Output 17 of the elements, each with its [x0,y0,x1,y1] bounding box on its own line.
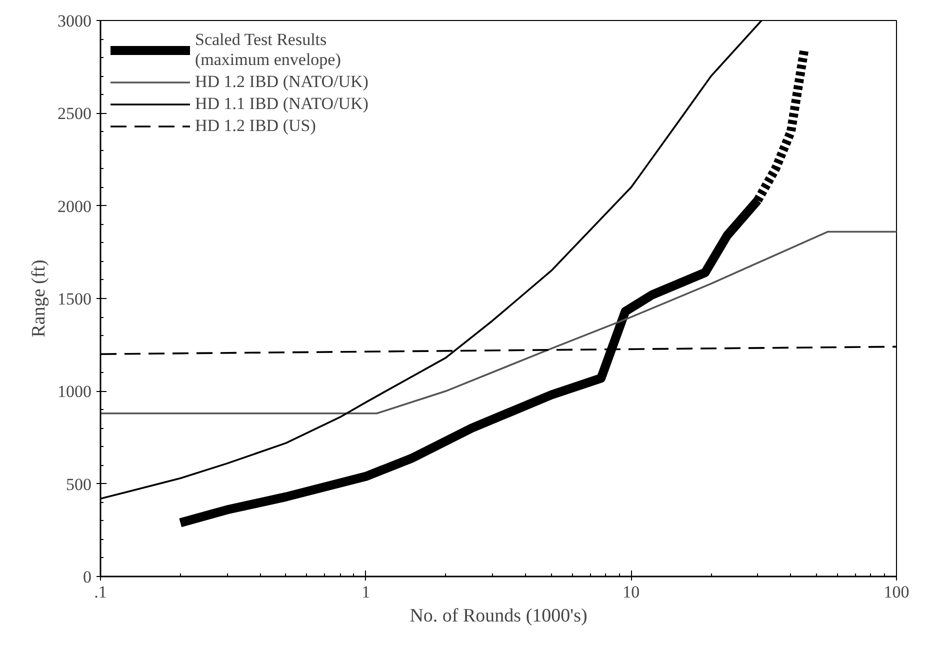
y-tick-label: 0 [83,568,92,586]
legend-label: HD 1.2 IBD (US) [195,116,316,136]
y-tick-label: 1500 [58,290,92,308]
x-tick-label: .1 [94,582,107,602]
y-tick-label: 1000 [58,382,92,402]
legend-label: HD 1.2 IBD (NATO/UK) [195,72,368,92]
x-tick-label: 1 [362,582,370,602]
x-axis-title: No. of Rounds (1000's) [410,606,588,626]
x-tick-label: 100 [884,582,910,602]
y-tick-label: 2500 [58,104,92,124]
y-tick-label: 3000 [58,12,92,30]
legend-label: HD 1.1 IBD (NATO/UK) [195,94,368,114]
y-tick-label: 2000 [58,196,92,216]
legend-label: Scaled Test Results (maximum envelope) [195,30,341,70]
x-tick-label: 10 [622,582,640,602]
y-axis-title: Range (ft) [28,260,50,338]
y-tick-label: 500 [66,474,92,494]
